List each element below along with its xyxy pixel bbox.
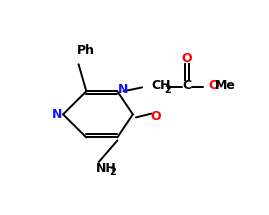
Text: N: N	[118, 83, 129, 96]
Text: C: C	[182, 79, 192, 92]
Text: 2: 2	[109, 167, 116, 177]
Text: Ph: Ph	[77, 44, 95, 57]
Text: O: O	[182, 52, 192, 65]
Text: N: N	[52, 108, 62, 121]
Text: NH: NH	[95, 162, 116, 175]
Text: Me: Me	[215, 79, 236, 92]
Text: O: O	[151, 110, 161, 123]
Text: CH: CH	[151, 79, 171, 92]
Text: 2: 2	[164, 86, 171, 95]
Text: O: O	[208, 79, 219, 92]
